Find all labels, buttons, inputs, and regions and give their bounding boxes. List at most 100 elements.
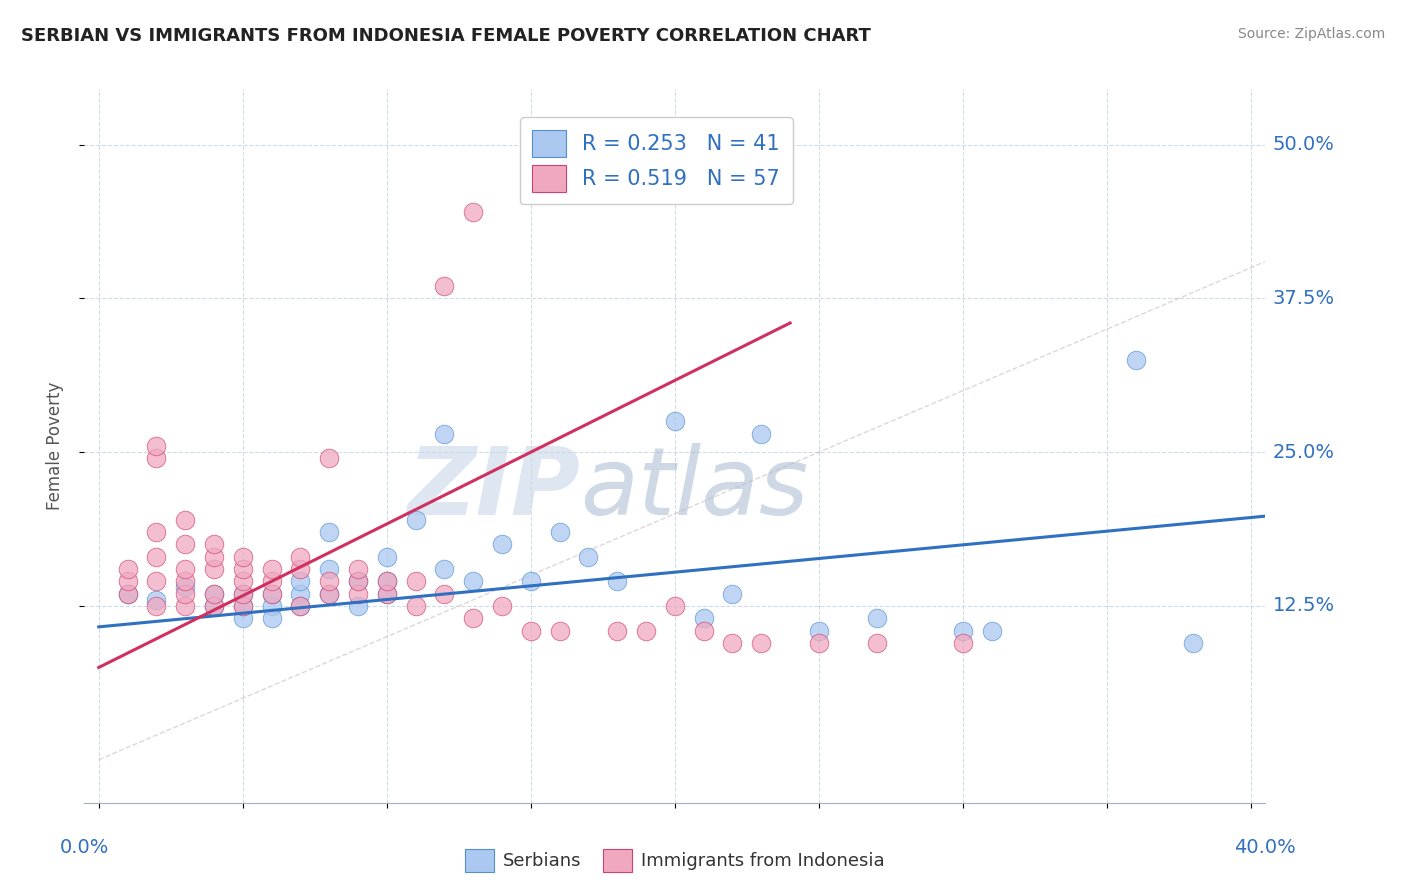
Point bbox=[117, 587, 139, 601]
Point bbox=[202, 549, 225, 564]
Point bbox=[202, 537, 225, 551]
Text: SERBIAN VS IMMIGRANTS FROM INDONESIA FEMALE POVERTY CORRELATION CHART: SERBIAN VS IMMIGRANTS FROM INDONESIA FEM… bbox=[21, 27, 870, 45]
Point bbox=[664, 414, 686, 428]
Point bbox=[463, 611, 485, 625]
Point bbox=[692, 611, 714, 625]
Point bbox=[202, 562, 225, 576]
Point bbox=[952, 624, 974, 638]
Point bbox=[463, 574, 485, 589]
Point bbox=[174, 587, 197, 601]
Point bbox=[347, 574, 370, 589]
Point bbox=[260, 611, 283, 625]
Point bbox=[491, 599, 513, 613]
Point bbox=[232, 587, 254, 601]
Point bbox=[260, 599, 283, 613]
Point bbox=[260, 562, 283, 576]
Point bbox=[1125, 352, 1147, 367]
Point bbox=[548, 624, 571, 638]
Point bbox=[290, 587, 312, 601]
Point bbox=[347, 599, 370, 613]
Point bbox=[375, 549, 398, 564]
Point bbox=[1182, 636, 1205, 650]
Point bbox=[375, 574, 398, 589]
Point bbox=[980, 624, 1002, 638]
Point bbox=[318, 587, 340, 601]
Point bbox=[375, 574, 398, 589]
Point bbox=[318, 562, 340, 576]
Point bbox=[260, 574, 283, 589]
Point bbox=[232, 611, 254, 625]
Point bbox=[405, 574, 427, 589]
Point bbox=[174, 599, 197, 613]
Point bbox=[145, 525, 167, 540]
Point bbox=[807, 636, 830, 650]
Point bbox=[807, 624, 830, 638]
Text: 12.5%: 12.5% bbox=[1272, 597, 1334, 615]
Point bbox=[290, 549, 312, 564]
Point bbox=[347, 562, 370, 576]
Point bbox=[749, 636, 772, 650]
Point bbox=[520, 624, 543, 638]
Point bbox=[491, 537, 513, 551]
Point bbox=[145, 599, 167, 613]
Point bbox=[290, 574, 312, 589]
Point bbox=[232, 562, 254, 576]
Point bbox=[405, 599, 427, 613]
Legend: Serbians, Immigrants from Indonesia: Serbians, Immigrants from Indonesia bbox=[458, 842, 891, 880]
Point bbox=[232, 599, 254, 613]
Point bbox=[174, 513, 197, 527]
Y-axis label: Female Poverty: Female Poverty bbox=[45, 382, 63, 510]
Point bbox=[202, 599, 225, 613]
Point bbox=[290, 599, 312, 613]
Point bbox=[117, 574, 139, 589]
Point bbox=[433, 279, 456, 293]
Point bbox=[433, 426, 456, 441]
Text: 37.5%: 37.5% bbox=[1272, 289, 1334, 308]
Text: Source: ZipAtlas.com: Source: ZipAtlas.com bbox=[1237, 27, 1385, 41]
Point bbox=[749, 426, 772, 441]
Point bbox=[347, 574, 370, 589]
Text: ZIP: ZIP bbox=[408, 442, 581, 535]
Text: 40.0%: 40.0% bbox=[1234, 838, 1296, 857]
Point bbox=[232, 599, 254, 613]
Point bbox=[174, 562, 197, 576]
Point bbox=[117, 587, 139, 601]
Point bbox=[347, 587, 370, 601]
Point bbox=[692, 624, 714, 638]
Point bbox=[405, 513, 427, 527]
Point bbox=[117, 562, 139, 576]
Point bbox=[318, 451, 340, 466]
Point bbox=[202, 587, 225, 601]
Point bbox=[664, 599, 686, 613]
Point bbox=[520, 574, 543, 589]
Point bbox=[260, 587, 283, 601]
Point bbox=[433, 587, 456, 601]
Point bbox=[145, 592, 167, 607]
Point bbox=[433, 562, 456, 576]
Point bbox=[318, 587, 340, 601]
Text: atlas: atlas bbox=[581, 443, 808, 534]
Point bbox=[174, 537, 197, 551]
Point bbox=[865, 611, 887, 625]
Text: 0.0%: 0.0% bbox=[59, 838, 110, 857]
Point bbox=[318, 574, 340, 589]
Point bbox=[260, 587, 283, 601]
Point bbox=[865, 636, 887, 650]
Point bbox=[174, 581, 197, 595]
Point bbox=[232, 549, 254, 564]
Point bbox=[202, 599, 225, 613]
Point bbox=[375, 587, 398, 601]
Text: 25.0%: 25.0% bbox=[1272, 442, 1334, 462]
Point bbox=[606, 624, 628, 638]
Point bbox=[375, 587, 398, 601]
Point bbox=[636, 624, 658, 638]
Point bbox=[318, 525, 340, 540]
Point bbox=[174, 574, 197, 589]
Point bbox=[145, 451, 167, 466]
Point bbox=[721, 636, 744, 650]
Point bbox=[606, 574, 628, 589]
Point bbox=[463, 205, 485, 219]
Point bbox=[290, 562, 312, 576]
Point bbox=[952, 636, 974, 650]
Point bbox=[145, 439, 167, 453]
